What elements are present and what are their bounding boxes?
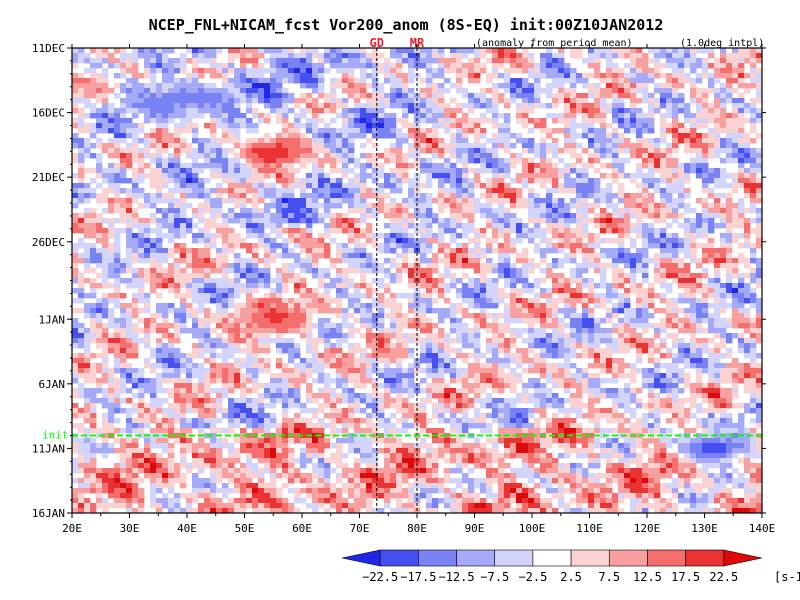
y-tick-label: 1JAN <box>39 313 66 326</box>
anomaly-field <box>72 48 762 513</box>
y-tick-label: 6JAN <box>39 378 66 391</box>
x-tick-label: 140E <box>749 522 776 535</box>
colorbar-swatch <box>532 549 572 567</box>
chart-title: NCEP_FNL+NICAM_fcst Vor200_anom (8S-EQ) … <box>149 16 664 34</box>
marker-label-mr: MR <box>410 36 425 50</box>
colorbar-swatch <box>341 549 381 567</box>
x-axis: 20E 30E 40E 50E 60E 70E 80E 90E 100E 110E 120E 130E… <box>62 44 775 535</box>
colorbar-swatch <box>456 549 496 567</box>
x-tick-label: 20E <box>62 522 82 535</box>
colorbar-label: −22.5 <box>362 570 398 584</box>
x-tick-label: 80E <box>407 522 427 535</box>
colorbar-label: −12.5 <box>438 570 474 584</box>
x-tick-label: 90E <box>465 522 485 535</box>
location-markers: GD MR <box>370 36 425 50</box>
colorbar-label: 12.5 <box>633 570 662 584</box>
x-tick-label: 120E <box>634 522 661 535</box>
colorbar-label: −2.5 <box>518 570 547 584</box>
x-tick-label: 70E <box>350 522 370 535</box>
y-tick-label: 16DEC <box>32 107 65 120</box>
x-tick-label: 100E <box>519 522 546 535</box>
x-tick-label: 40E <box>177 522 197 535</box>
y-tick-label: 11DEC <box>32 42 65 55</box>
chart-subtitle-left: (anomaly from period mean) <box>476 38 633 49</box>
y-axis: 11DEC 16DEC 21DEC 26DEC 1JAN 6JAN 11JAN 16JAN <box>32 42 766 520</box>
colorbar-swatch <box>494 549 534 567</box>
init-label: init <box>42 429 69 442</box>
colorbar-label: 7.5 <box>598 570 620 584</box>
x-tick-label: 110E <box>576 522 603 535</box>
colorbar-label: −7.5 <box>480 570 509 584</box>
overlays: init <box>42 48 762 513</box>
y-tick-label: 26DEC <box>32 236 65 249</box>
y-tick-label: 11JAN <box>32 442 65 455</box>
colorbar: −22.5 −17.5 −12.5 −7.5 −2.5 2.5 7.5 12.5 17.5 22.… <box>341 549 800 584</box>
colorbar-swatch <box>723 549 763 567</box>
colorbar-swatch <box>570 549 610 567</box>
colorbar-swatch <box>379 549 419 567</box>
colorbar-label: 2.5 <box>560 570 582 584</box>
x-tick-label: 130E <box>691 522 718 535</box>
colorbar-swatch <box>685 549 725 567</box>
y-tick-label: 16JAN <box>32 507 65 520</box>
colorbar-swatch <box>608 549 648 567</box>
marker-label-gd: GD <box>370 36 384 50</box>
x-tick-label: 30E <box>120 522 140 535</box>
x-tick-label: 60E <box>292 522 312 535</box>
chart-subtitle-right: (1.0deg intpl) <box>680 38 764 49</box>
colorbar-swatch <box>418 549 457 567</box>
colorbar-label: −17.5 <box>400 570 436 584</box>
colorbar-swatch <box>647 549 686 567</box>
colorbar-label: 22.5 <box>709 570 738 584</box>
x-tick-label: 50E <box>235 522 255 535</box>
y-tick-label: 21DEC <box>32 171 65 184</box>
colorbar-unit: [s-1] <box>774 570 800 584</box>
colorbar-label: 17.5 <box>671 570 700 584</box>
